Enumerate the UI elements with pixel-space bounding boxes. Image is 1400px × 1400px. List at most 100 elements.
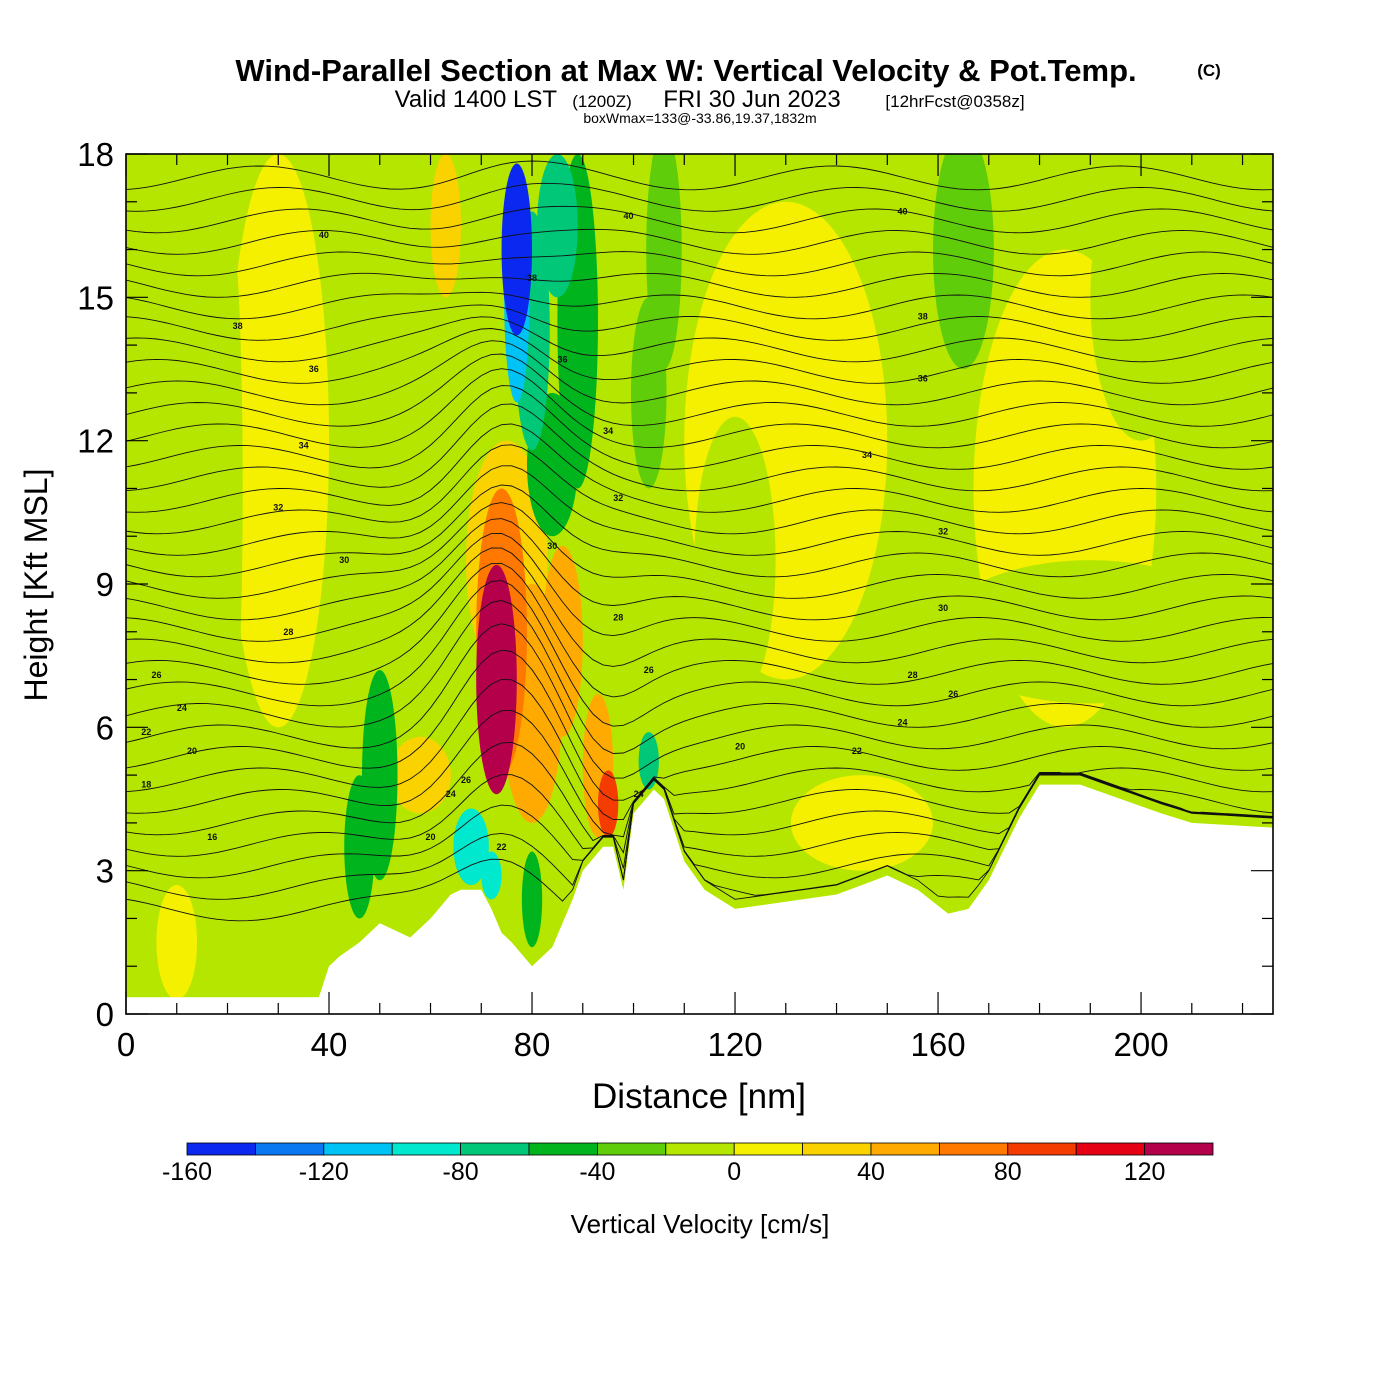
- title-mark: (C): [1197, 61, 1221, 80]
- y-tick-label: 12: [77, 423, 114, 460]
- theta-contour-label: 32: [613, 493, 623, 503]
- theta-contour-label: 22: [497, 842, 507, 852]
- theta-contour-line: [126, 272, 1273, 298]
- colorbar-swatch: [460, 1142, 530, 1156]
- colorbar-swatch: [1144, 1142, 1214, 1156]
- theta-contour-line: [126, 600, 1273, 754]
- theta-contour-label: 40: [898, 206, 908, 216]
- y-tick-label: 9: [96, 566, 114, 603]
- theta-contour-label: 30: [339, 555, 349, 565]
- theta-contour-label: 22: [141, 727, 151, 737]
- theta-contour-label: 36: [557, 354, 567, 364]
- theta-contour-label: 18: [141, 780, 151, 790]
- colorbar-swatch: [323, 1142, 393, 1156]
- theta-contour-line: [126, 385, 1273, 470]
- theta-contour-line: [126, 316, 1273, 363]
- theta-contour-line: [126, 580, 1273, 727]
- w-cell-18: [646, 154, 682, 369]
- w-cell-12: [212, 201, 243, 776]
- theta-contour-label: 20: [735, 741, 745, 751]
- colorbar-swatch: [528, 1142, 598, 1156]
- theta-contour-line: [126, 368, 1273, 449]
- theta-contour-labels: 40 38 36 34 32 30 28 26 24 22 20 18 16 38 36 40 34 32 30 28…: [141, 206, 958, 851]
- x-tick-label: 160: [911, 1026, 966, 1063]
- theta-contour-line: [126, 773, 1273, 880]
- subtitle-fcst: [12hrFcst@0358z]: [885, 92, 1024, 111]
- w-cell-22: [521, 851, 543, 948]
- x-tick-label: 200: [1114, 1026, 1169, 1063]
- theta-contour-line: [126, 251, 1273, 277]
- w-cell-24: [361, 670, 398, 881]
- theta-contour-line: [126, 205, 1273, 234]
- colorbar-swatch: [186, 1142, 256, 1156]
- theta-contour-label: 40: [623, 211, 633, 221]
- y-tick-label: 3: [96, 853, 114, 890]
- colorbar-swatch: [254, 1142, 325, 1156]
- w-cell-5: [694, 416, 776, 704]
- theta-contour-label: 24: [898, 718, 908, 728]
- y-tick-label: 0: [96, 996, 114, 1033]
- theta-contour-line: [126, 710, 1273, 838]
- theta-contour-label: 26: [461, 775, 471, 785]
- w-cell-13: [430, 154, 461, 298]
- theta-contour-label: 26: [151, 670, 161, 680]
- theta-contour-label: 38: [233, 321, 243, 331]
- theta-contour-label: 16: [207, 832, 217, 842]
- colorbar-tick-label: 80: [994, 1158, 1022, 1186]
- theta-contour-label: 36: [309, 364, 319, 374]
- theta-contour-line: [126, 547, 1273, 667]
- theta-contour-label: 28: [908, 670, 918, 680]
- theta-contour-label: 20: [426, 832, 436, 842]
- theta-contour-line: [126, 502, 1273, 599]
- w-cell-32: [481, 851, 502, 900]
- colorbar-swatch: [1075, 1142, 1145, 1156]
- colorbar-swatch: [802, 1142, 872, 1156]
- w-cell-35: [476, 564, 517, 795]
- y-tick-label: 15: [77, 279, 114, 316]
- w-cell-11: [339, 177, 370, 656]
- w-cell-30: [453, 808, 489, 885]
- theta-contour-label: 34: [862, 450, 872, 460]
- theta-contour-label: 24: [634, 789, 644, 799]
- x-axis: 0 40 80 120 160 200: [117, 154, 1244, 1063]
- theta-contour-line: [126, 182, 1273, 212]
- theta-contour-label: 30: [547, 541, 557, 551]
- theta-contour-line: [126, 423, 1273, 513]
- w-cell-7: [1090, 154, 1192, 441]
- colorbar-swatch: [939, 1142, 1009, 1156]
- y-axis-label: Height [Kft MSL]: [18, 469, 54, 702]
- colorbar-tick-label: -160: [162, 1158, 212, 1186]
- theta-contour-label: 36: [918, 374, 928, 384]
- subtitle-valid: Valid 1400 LST: [395, 86, 558, 113]
- theta-contour-line: [126, 649, 1273, 801]
- w-cell-31: [597, 770, 619, 838]
- colorbar-swatch: [870, 1142, 940, 1156]
- vertical-velocity-field: [131, 154, 1268, 1000]
- theta-contour-line: [126, 403, 1273, 492]
- w-cell-9: [131, 154, 172, 919]
- colorbar-tick-label: 0: [727, 1158, 741, 1186]
- theta-contour-label: 40: [319, 230, 329, 240]
- terrain-mask: [126, 784, 1273, 1014]
- theta-contours: [126, 160, 1273, 922]
- colorbar-tick-label: -80: [443, 1158, 479, 1186]
- x-axis-label: Distance [nm]: [592, 1077, 806, 1116]
- y-axis: 0 36 9 12 15 18: [77, 136, 1273, 1033]
- w-cell-4: [790, 775, 933, 871]
- theta-contour-label: 20: [187, 746, 197, 756]
- w-cell-2: [156, 885, 198, 1000]
- subtitle-utc: (1200Z): [572, 92, 632, 111]
- colorbar-swatch: [733, 1142, 804, 1156]
- theta-contour-label: 26: [644, 665, 654, 675]
- colorbar-tick-label: -120: [299, 1158, 349, 1186]
- colorbar-tick-label: 40: [857, 1158, 885, 1186]
- w-cell-26: [537, 154, 578, 298]
- colorbar-swatch: [391, 1142, 462, 1156]
- theta-contour-label: 28: [613, 612, 623, 622]
- w-cell-1: [227, 154, 330, 728]
- theta-contour-line: [126, 328, 1273, 384]
- theta-contour-label: 26: [948, 689, 958, 699]
- theta-contour-line: [126, 678, 1273, 821]
- colorbar: -160 -120 -80 -40 0 40 80 120: [162, 1142, 1214, 1186]
